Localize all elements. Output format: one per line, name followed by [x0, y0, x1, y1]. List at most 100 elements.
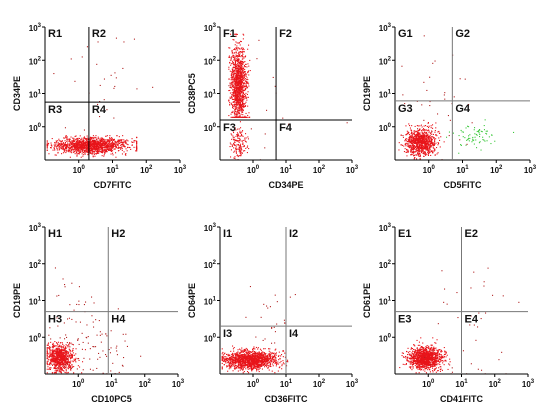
- event-dot: [279, 366, 281, 368]
- event-dot: [235, 64, 237, 66]
- event-dot: [73, 144, 75, 146]
- event-dot: [70, 366, 72, 368]
- event-dot: [417, 130, 419, 132]
- event-dot: [239, 101, 241, 103]
- event-dot: [131, 141, 133, 143]
- event-dot: [57, 358, 59, 360]
- event-dot: [47, 366, 49, 368]
- event-dot: [468, 126, 470, 128]
- event-dot: [61, 368, 63, 370]
- event-dot: [237, 87, 239, 89]
- event-dot: [460, 144, 462, 146]
- event-dot: [53, 350, 55, 352]
- x-tick-label: 101: [280, 165, 293, 175]
- event-dot: [428, 141, 430, 143]
- event-dot: [101, 146, 103, 148]
- event-dot: [54, 359, 56, 361]
- event-dot: [70, 136, 72, 138]
- event-dot: [131, 144, 133, 146]
- event-dot: [247, 91, 249, 93]
- event-dot: [228, 68, 230, 70]
- event-dot: [234, 95, 236, 97]
- event-dot: [54, 372, 56, 374]
- event-dot: [232, 92, 234, 94]
- event-dot: [245, 116, 247, 118]
- event-dot: [65, 362, 67, 364]
- event-dot: [238, 62, 240, 64]
- event-dot: [406, 155, 408, 157]
- event-dot: [411, 140, 413, 142]
- event-dot: [424, 151, 426, 153]
- event-dot: [104, 151, 106, 153]
- event-dot: [429, 134, 431, 136]
- x-tick-label: 102: [140, 165, 153, 175]
- event-dot: [235, 54, 237, 56]
- event-dot: [429, 101, 431, 103]
- event-dot: [237, 80, 239, 82]
- event-dot: [240, 79, 242, 81]
- event-dot: [94, 146, 96, 148]
- event-dot: [86, 146, 88, 148]
- event-dot: [288, 123, 290, 125]
- event-dot: [71, 350, 73, 352]
- event-dot: [98, 143, 100, 145]
- event-dot: [412, 147, 414, 149]
- event-dot: [105, 333, 107, 335]
- event-dot: [431, 150, 433, 152]
- event-dot: [66, 145, 68, 147]
- event-dot: [236, 105, 238, 107]
- event-dot: [237, 84, 239, 86]
- event-dot: [422, 137, 424, 139]
- event-dot: [58, 365, 60, 367]
- event-dot: [66, 146, 68, 148]
- event-dot: [115, 144, 117, 146]
- event-dot: [232, 85, 234, 87]
- event-dot: [131, 138, 133, 140]
- event-dot: [86, 145, 88, 147]
- event-dot: [413, 139, 415, 141]
- event-dot: [62, 354, 64, 356]
- event-dot: [236, 82, 238, 84]
- event-dot: [73, 144, 75, 146]
- event-dot: [110, 146, 112, 148]
- event-dot: [427, 140, 429, 142]
- event-dot: [404, 139, 406, 141]
- event-dot: [468, 140, 470, 142]
- event-dot: [90, 145, 92, 147]
- event-dot: [480, 149, 482, 151]
- event-dot: [56, 370, 58, 372]
- event-dot: [413, 144, 415, 146]
- event-dot: [79, 144, 81, 146]
- event-dot: [234, 91, 236, 93]
- event-dot: [230, 79, 232, 81]
- event-dot: [248, 70, 250, 72]
- event-dot: [76, 140, 78, 142]
- event-dot: [61, 361, 63, 363]
- event-dot: [245, 96, 247, 98]
- event-dot: [238, 55, 240, 57]
- event-dot: [245, 89, 247, 91]
- event-dot: [114, 142, 116, 144]
- event-dot: [235, 90, 237, 92]
- event-dot: [238, 93, 240, 95]
- x-tick-label: 101: [456, 165, 469, 175]
- event-dot: [414, 141, 416, 143]
- event-dot: [94, 137, 96, 139]
- event-dot: [55, 360, 57, 362]
- event-dot: [401, 65, 403, 67]
- event-dot: [93, 147, 95, 149]
- event-dot: [63, 137, 65, 139]
- event-dot: [49, 364, 51, 366]
- event-dot: [120, 148, 122, 150]
- event-dot: [87, 141, 89, 143]
- event-dot: [79, 151, 81, 153]
- event-dot: [68, 140, 70, 142]
- event-dot: [70, 369, 72, 371]
- event-dot: [236, 114, 238, 116]
- event-dot: [116, 141, 118, 143]
- event-dot: [245, 86, 247, 88]
- population-C-3: [401, 35, 473, 161]
- event-dot: [239, 40, 241, 42]
- event-dot: [72, 143, 74, 145]
- event-dot: [426, 146, 428, 148]
